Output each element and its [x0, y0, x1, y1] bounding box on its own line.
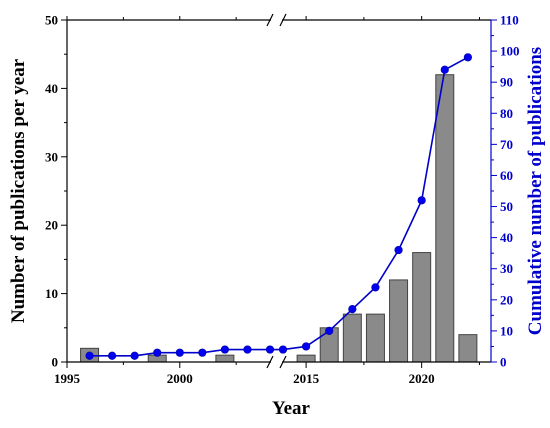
- y-left-tick-label: 50: [45, 13, 58, 28]
- y-right-tick-label: 60: [500, 168, 513, 183]
- bar-2015: [296, 354, 316, 363]
- y-right-tick-label: 0: [500, 355, 507, 370]
- axis-break-gap-bottom: [271, 359, 282, 365]
- y-left-tick-label: 20: [45, 218, 58, 233]
- y-right-tick-label: 110: [500, 13, 519, 28]
- bar-2022: [458, 334, 478, 363]
- cumulative-point-1998: [130, 351, 139, 360]
- axes-layer: 1995 2000 2015 2020 0 10 20 30 40 50 0 10 20 30 40 50 60…: [45, 13, 520, 387]
- axis-break-mark: [279, 355, 287, 369]
- cumulative-point-1997: [108, 351, 117, 360]
- bars-layer: [80, 74, 478, 363]
- cumulative-point-2000: [175, 348, 184, 357]
- cumulative-point-2001: [198, 348, 207, 357]
- labels-layer: Year Number of publications per year Cum…: [8, 47, 546, 419]
- cumulative-point-2002: [220, 345, 229, 354]
- y-right-tick-label: 90: [500, 75, 513, 90]
- cumulative-point-2021: [440, 65, 449, 74]
- y-left-tick-label: 10: [45, 286, 58, 301]
- x-tick-label: 1995: [54, 371, 81, 386]
- cumulative-point-2022: [463, 53, 472, 62]
- y-axis-left-title: Number of publications per year: [8, 58, 29, 323]
- cumulative-point-1999: [153, 348, 162, 357]
- bar-2002: [215, 354, 235, 363]
- x-tick-label: 2020: [409, 371, 435, 386]
- y-right-tick-label: 80: [500, 106, 513, 121]
- y-left-tick-label: 30: [45, 149, 58, 164]
- bar-2021: [435, 74, 455, 363]
- axis-break-mark: [266, 13, 274, 27]
- y-left-tick-label: 40: [45, 81, 58, 96]
- y-right-tick-label: 70: [500, 137, 513, 152]
- y-left-tick-label: 0: [52, 355, 59, 370]
- cumulative-point-2016: [325, 326, 334, 336]
- y-right-tick-label: 50: [500, 199, 513, 214]
- cumulative-point-1996: [85, 351, 94, 360]
- y-axis-right-title: Cumulative number of publications: [525, 47, 546, 335]
- cumulative-line-layer: [85, 53, 472, 360]
- x-tick-label: 2000: [167, 371, 193, 386]
- cumulative-line: [89, 56, 469, 357]
- y-right-tick-label: 30: [500, 261, 513, 276]
- y-right-tick-label: 100: [500, 44, 520, 59]
- cumulative-point-2018: [371, 283, 380, 292]
- cumulative-point-2017: [348, 305, 357, 314]
- bar-2020: [412, 252, 432, 363]
- x-axis-title: Year: [272, 398, 311, 419]
- cumulative-point-2015: [302, 342, 311, 351]
- x-tick-label: 2015: [293, 371, 320, 386]
- y-right-tick-label: 40: [500, 230, 513, 245]
- cumulative-point-2020: [417, 196, 426, 205]
- cumulative-point-2003: [243, 345, 252, 354]
- bar-2018: [365, 313, 385, 363]
- bar-2019: [389, 279, 409, 363]
- axis-break-gap-top: [271, 17, 282, 23]
- axis-break-mark: [279, 13, 287, 27]
- y-right-tick-label: 20: [500, 292, 513, 307]
- cumulative-point-2014: [278, 345, 288, 354]
- bar-2017: [342, 313, 362, 363]
- axis-break-mark: [266, 355, 274, 369]
- cumulative-point-2019: [394, 245, 403, 255]
- cumulative-point-2004: [265, 345, 275, 354]
- y-right-tick-label: 10: [500, 323, 513, 338]
